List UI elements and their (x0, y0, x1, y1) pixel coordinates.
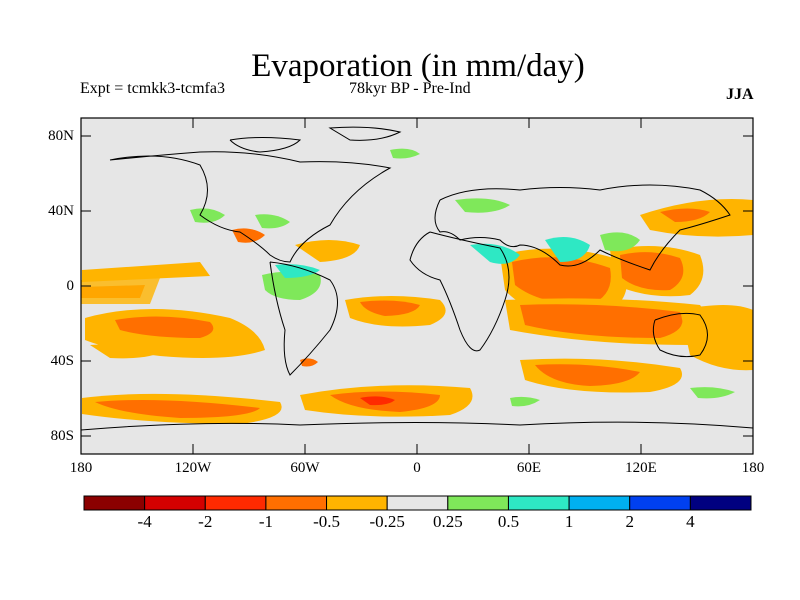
colorbar-label: -4 (137, 512, 152, 531)
colorbar-swatch (204, 495, 267, 511)
colorbar-swatch (629, 495, 691, 511)
lon-label-60e: 60E (516, 460, 542, 476)
colorbar-label: -2 (198, 512, 213, 531)
lat-label-80n: 80N (48, 128, 74, 144)
colorbar-label: -0.5 (313, 512, 340, 531)
field-arctic-pos (390, 148, 420, 159)
anomaly-fields (81, 148, 753, 424)
field-southern-atlantic-peak (360, 396, 395, 406)
field-south-atlantic-core (360, 300, 420, 316)
field-indian-ocean-core (520, 304, 683, 338)
field-sa-pos (510, 396, 540, 407)
lon-label-120w: 120W (174, 460, 212, 476)
lon-ticks (192, 118, 642, 454)
coastlines (81, 126, 753, 431)
lat-label-0: 0 (66, 278, 75, 294)
map-title: Evaporation (in mm/day) (251, 48, 585, 84)
field-na-pos-1 (190, 208, 225, 223)
colorbar-swatch (144, 495, 206, 511)
field-southern-pacific-core (95, 400, 260, 418)
colorbar-swatch (689, 495, 752, 511)
lon-label-120e: 120E (625, 460, 657, 476)
colorbar-label: -0.25 (369, 512, 405, 531)
field-eq-pacific-edge (81, 278, 160, 304)
colorbar-label: 1 (564, 512, 574, 531)
lat-label-40n: 40N (48, 203, 74, 219)
lat-label-40s: 40S (50, 353, 74, 369)
colorbar-label: 0.5 (497, 512, 520, 531)
field-south-indian-core (535, 364, 640, 386)
lon-label-60w: 60W (290, 460, 320, 476)
colorbar-label: 2 (625, 512, 634, 531)
field-na-pos-2 (255, 214, 290, 229)
field-tasman (680, 305, 753, 371)
field-eurasia-pos (455, 198, 510, 213)
field-india-pos (545, 236, 590, 262)
field-so-pos (690, 387, 735, 399)
lon-label-0: 0 (413, 460, 421, 476)
colorbar-swatch (386, 495, 449, 511)
colorbar-swatch (83, 495, 146, 511)
colorbar-swatch (447, 495, 509, 511)
colorbar-swatch (265, 495, 328, 511)
colorbar (83, 495, 752, 511)
field-red-sea-pos (470, 243, 520, 264)
field-amazon-pos (262, 271, 321, 300)
period-label: 78kyr BP - Pre-Ind (349, 80, 471, 97)
lat-label-80s: 80S (50, 428, 74, 444)
field-west-pacific-core (620, 252, 684, 291)
field-north-pacific-1 (82, 262, 210, 282)
colorbar-swatch (326, 495, 388, 511)
colorbar-swatch (507, 495, 570, 511)
lon-label-180e: 180 (741, 460, 765, 476)
field-arabian-sea-core (512, 257, 611, 305)
season-label: JJA (726, 86, 754, 103)
lon-label-180w: 180 (69, 460, 93, 476)
lat-ticks (81, 135, 753, 437)
colorbar-swatch (568, 495, 631, 511)
colorbar-label: 0.25 (432, 512, 463, 531)
field-north-atlantic (295, 240, 360, 262)
field-south-pacific-core (115, 316, 214, 338)
field-kuroshio-core (660, 208, 710, 222)
field-east-asia-pos (600, 232, 640, 252)
experiment-label: Expt = tcmkk3-tcmfa3 (80, 80, 225, 97)
colorbar-label: 4 (686, 512, 695, 531)
field-caribbean-pos (275, 264, 320, 278)
field-north-pacific-2 (90, 344, 165, 359)
colorbar-label: -1 (258, 512, 273, 531)
